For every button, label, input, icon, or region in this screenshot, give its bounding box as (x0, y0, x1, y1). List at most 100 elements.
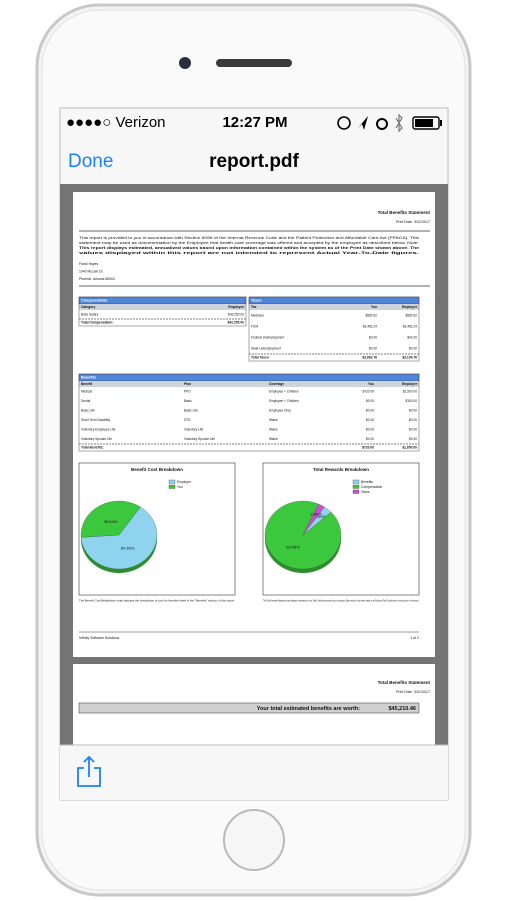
table-title: Compensation (81, 299, 108, 303)
slice-label: 64.36% (121, 545, 135, 550)
footer-right: 1 of 2 (410, 636, 419, 640)
table-cell: $0.00 (366, 418, 374, 422)
legend-swatch (168, 479, 176, 484)
report-title: Total Benefits Statement (378, 210, 431, 215)
table-cell: $0.00 (409, 346, 417, 350)
column-label: Employee (228, 305, 244, 309)
table-cell: $42,250.00 (228, 312, 244, 316)
column-header (79, 381, 419, 387)
chart-title: Total Rewards Breakdown (313, 467, 369, 472)
total-cell: Total Compensation: (81, 320, 114, 324)
table-cell: $0.00 (369, 346, 377, 350)
legend-swatch (352, 479, 360, 484)
table-cell: Waive (269, 418, 278, 422)
slice-label: 2.86% (310, 511, 322, 516)
legend-label: Compensation (361, 485, 382, 489)
table-cell: $0.00 (409, 437, 417, 441)
column-header (79, 304, 246, 310)
address-line: Frank Hayes (79, 262, 99, 266)
pie-slice (80, 506, 158, 570)
table-cell: Federal Unemployment (251, 335, 284, 339)
table-cell: Employee + Children (269, 390, 299, 394)
total-bar (78, 702, 420, 714)
table-title: Taxes (251, 299, 261, 303)
slice-label: 35.64% (104, 519, 118, 524)
pie-slice (302, 503, 325, 536)
table-cell: Basic Life (81, 409, 95, 413)
column-header (249, 304, 419, 310)
table-header (248, 296, 420, 305)
column-label: You (371, 305, 377, 309)
footer-left: Infinity Software Solutions (79, 636, 120, 640)
total-label: Your total estimated benefits are worth: (257, 706, 360, 712)
table-cell: $150.00 (405, 399, 417, 403)
carrier: ●●●●○ Verizon (66, 114, 166, 131)
document-title: report.pdf (209, 151, 299, 172)
chart-title: Benefit Cost Breakdown (131, 467, 183, 472)
total-cell: $3,062.76 (362, 355, 377, 359)
table-cell: $0.00 (366, 437, 374, 441)
camera (179, 57, 191, 69)
table-title: Benefits (81, 376, 96, 380)
column-label: Tax (251, 305, 257, 309)
table-cell: $720.00 (362, 390, 374, 394)
column-label: You (368, 382, 374, 386)
table-cell: $0.00 (366, 399, 374, 403)
speaker (216, 59, 292, 67)
table-cell: Dental (81, 399, 91, 403)
toolbar (60, 745, 448, 800)
done-button[interactable]: Done (68, 151, 113, 172)
total-cell: Total Benefits: (81, 445, 104, 449)
table-cell: $0.00 (409, 409, 417, 413)
table-border (78, 373, 420, 452)
table-cell: $0.00 (369, 335, 377, 339)
table-cell: $0.00 (366, 409, 374, 413)
slice-label: 3.69% (315, 514, 327, 519)
chart-caption: The Total Rewards Breakdown chart displa… (263, 599, 419, 603)
table-cell: STD (184, 418, 191, 422)
legend-label: Benefits (361, 480, 373, 484)
table-cell: Base Salary (81, 312, 99, 316)
pie-slice (80, 500, 141, 538)
total-value: $45,210.46 (388, 706, 416, 712)
table-header (78, 373, 420, 382)
home-button[interactable] (223, 809, 285, 871)
table-cell: State Unemployment (251, 346, 281, 350)
total-cell: $42,250.00 (227, 320, 244, 324)
total-cell: Total Taxes: (251, 355, 270, 359)
legend-label: Employer (177, 480, 192, 484)
intro-line: This report displays estimated, annualiz… (79, 246, 419, 250)
table-cell: Voluntary Spouse Life (81, 437, 112, 441)
total-cell: $1,650.00 (402, 445, 417, 449)
table-cell: $0.00 (366, 428, 374, 432)
table-cell: Medical (81, 390, 92, 394)
print-date: Print Date: 3/31/2017 (396, 690, 430, 694)
report-title: Total Benefits Statement (378, 680, 431, 685)
table-cell: Voluntary Spouse Life (184, 437, 215, 441)
status-icons (337, 113, 442, 133)
legend-label: You (177, 485, 183, 489)
legend-label: Taxes (361, 490, 370, 494)
table-border (78, 296, 247, 327)
share-button[interactable] (77, 755, 101, 787)
table-cell: Waive (269, 437, 278, 441)
table-cell: $2,482.24 (363, 324, 377, 328)
print-date: Print Date: 3/31/2017 (396, 220, 430, 224)
table-cell: $580.52 (405, 313, 417, 317)
column-label: Coverage (269, 382, 284, 386)
chart-caption: The Benefit Cost Breakdown chart display… (79, 599, 235, 603)
table-cell: PPO (184, 390, 191, 394)
intro-line: statement may be used as documentation b… (79, 241, 419, 245)
table-cell: $2,482.24 (403, 324, 417, 328)
clock: 12:27 PM (222, 114, 287, 131)
total-cell: $720.00 (362, 445, 374, 449)
slice-label: 93.45% (286, 544, 300, 549)
table-cell: Medicare (251, 313, 264, 317)
table-cell: $580.52 (365, 313, 377, 317)
table-cell: Basic Life (184, 409, 198, 413)
table-cell: Waive (269, 428, 278, 432)
table-cell: Employee + Children (269, 399, 299, 403)
table-cell: Basic (184, 399, 192, 403)
